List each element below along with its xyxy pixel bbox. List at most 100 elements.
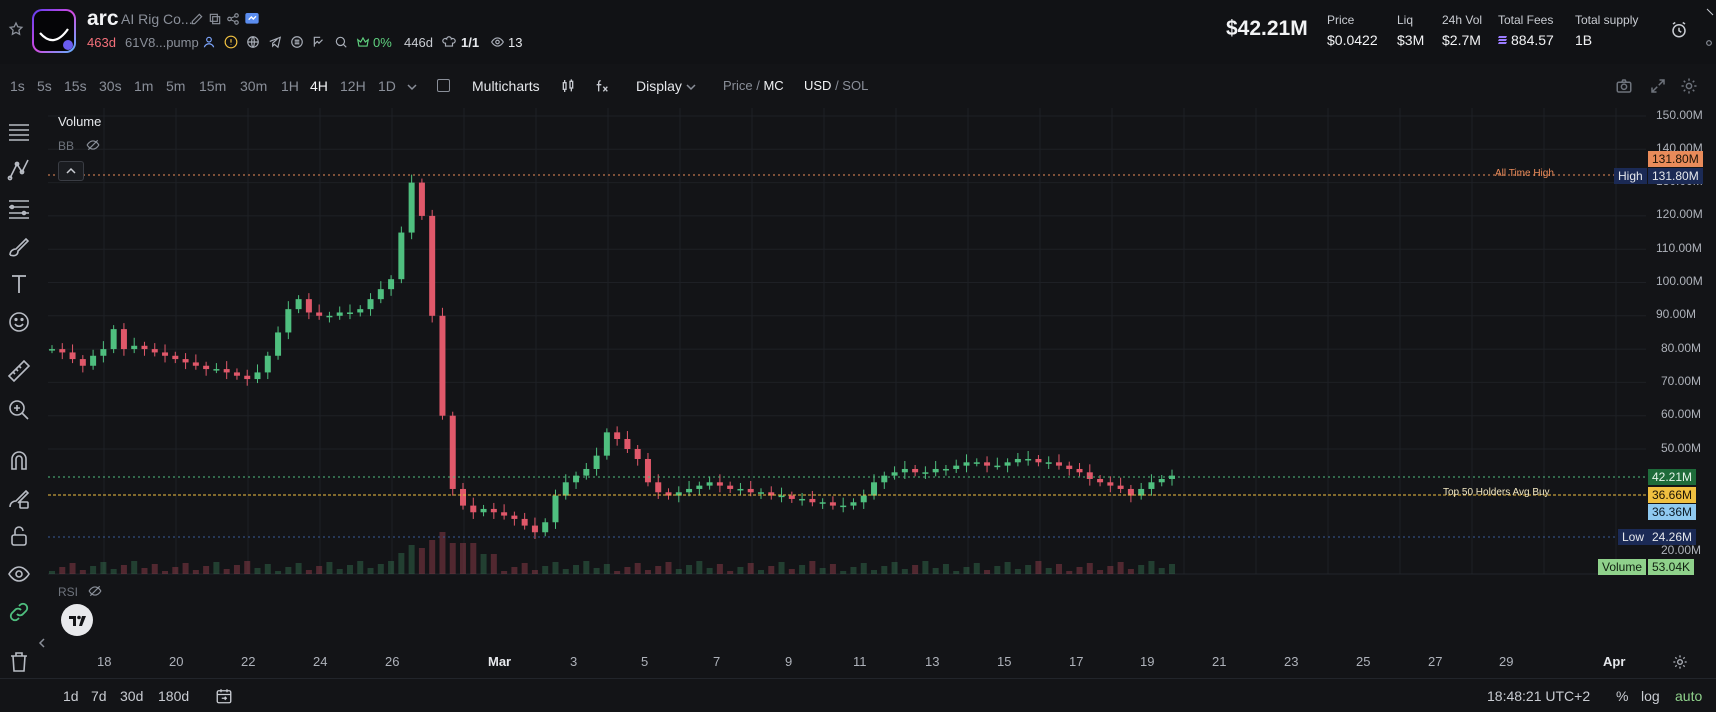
text-tool-icon[interactable] (7, 272, 31, 296)
unlock-icon[interactable] (7, 524, 31, 548)
warning-icon[interactable] (224, 35, 238, 49)
chat-icon[interactable] (244, 11, 260, 27)
candle-body (809, 498, 816, 503)
rsi-legend[interactable]: RSI (58, 585, 79, 599)
trendline-tool-icon[interactable] (7, 158, 31, 182)
volume-bar (49, 571, 55, 574)
multicharts-label[interactable]: Multicharts (472, 78, 540, 94)
sol-option[interactable]: SOL (842, 78, 869, 93)
collapse-legend-button[interactable] (58, 161, 84, 181)
timeframe-12h[interactable]: 12H (340, 78, 366, 94)
crosshair-lines-icon[interactable] (7, 120, 31, 144)
search-icon[interactable] (334, 35, 348, 49)
timeframe-30m[interactable]: 30m (240, 78, 268, 94)
candle-body (264, 355, 271, 373)
contract-address[interactable]: 61V8...pump (125, 35, 199, 50)
share-icon[interactable] (226, 12, 240, 26)
date-range-calendar-icon[interactable] (215, 687, 233, 705)
range-7d[interactable]: 7d (91, 688, 107, 704)
volume-bar (624, 567, 631, 574)
indicators-fx-icon[interactable] (593, 78, 611, 94)
candle-body (233, 372, 240, 376)
user-icon[interactable] (202, 35, 216, 49)
zoom-in-icon[interactable] (7, 398, 31, 422)
candle-body (490, 508, 497, 513)
date-axis-label: 25 (1356, 654, 1371, 669)
bb-hidden-eye-icon[interactable] (86, 139, 100, 151)
display-chevron-icon[interactable] (686, 82, 696, 92)
chevron-down-icon[interactable] (407, 82, 417, 92)
fullscreen-icon[interactable] (1649, 77, 1667, 95)
candle-body (655, 482, 662, 493)
volume-legend[interactable]: Volume (58, 114, 102, 129)
candle-body (49, 349, 55, 351)
timeframe-4h[interactable]: 4H (310, 78, 328, 94)
list-circle-icon[interactable] (290, 35, 304, 49)
tradingview-logo[interactable] (61, 604, 93, 636)
timeframe-1h[interactable]: 1H (281, 78, 299, 94)
alarm-icon[interactable] (1670, 21, 1688, 39)
usd-option[interactable]: USD (804, 78, 832, 93)
timeframe-30s[interactable]: 30s (99, 78, 122, 94)
range-180d[interactable]: 180d (158, 688, 190, 704)
draw-lock-icon[interactable] (7, 486, 31, 510)
fib-tool-icon[interactable] (7, 196, 31, 220)
favorite-star-icon[interactable] (8, 21, 24, 37)
close-icon[interactable] (1704, 6, 1716, 18)
price-option[interactable]: Price (723, 78, 753, 93)
collapse-toolbar-icon[interactable] (37, 636, 47, 650)
top-bar: arc AI Rig Co... 463d 61V8...pump 0% 446… (0, 0, 1716, 64)
telegram-icon[interactable] (268, 35, 282, 49)
volume-bar (603, 564, 610, 574)
chart-edit-icon[interactable] (312, 35, 326, 49)
volume-bar (254, 568, 261, 574)
price-axis-label: 70.00M (1661, 374, 1702, 388)
timeframe-1s[interactable]: 1s (10, 78, 25, 94)
timeframe-1m[interactable]: 1m (134, 78, 154, 94)
edit-icon[interactable] (190, 12, 204, 26)
timeframe-5m[interactable]: 5m (166, 78, 186, 94)
globe-icon[interactable] (246, 35, 260, 49)
axis-settings-icon[interactable] (1672, 654, 1688, 670)
candle-body (418, 182, 425, 216)
candle-body (963, 462, 970, 466)
timeframe-15m[interactable]: 15m (199, 78, 227, 94)
volume-bar (1086, 563, 1093, 574)
link-icon[interactable] (7, 600, 31, 624)
brush-tool-icon[interactable] (7, 234, 31, 258)
magnet-icon[interactable] (7, 448, 31, 472)
timeframe-15s[interactable]: 15s (64, 78, 87, 94)
mc-option[interactable]: MC (763, 78, 784, 93)
candles-icon[interactable] (559, 78, 577, 94)
auto-toggle[interactable]: auto (1675, 688, 1703, 704)
trash-icon[interactable] (7, 650, 31, 674)
volume-bar (737, 567, 744, 574)
rsi-hidden-eye-icon[interactable] (88, 585, 102, 597)
candle-body (614, 432, 621, 440)
currency-toggle[interactable]: USD / SOL (804, 78, 868, 93)
copy-icon[interactable] (208, 12, 222, 26)
price-mc-toggle[interactable]: Price / MC (723, 78, 784, 93)
volume-bar (213, 562, 220, 574)
volume-bar (819, 568, 826, 574)
range-1d[interactable]: 1d (63, 688, 79, 704)
volume-bar (1107, 566, 1114, 574)
emoji-tool-icon[interactable] (7, 310, 31, 334)
ruler-tool-icon[interactable] (7, 359, 31, 383)
percent-toggle[interactable]: % (1616, 688, 1629, 704)
timeframe-1d[interactable]: 1D (378, 78, 396, 94)
bb-legend[interactable]: BB (58, 139, 75, 153)
log-toggle[interactable]: log (1641, 688, 1660, 704)
camera-icon[interactable] (1615, 77, 1633, 95)
settings-gear-icon[interactable] (1702, 36, 1716, 50)
date-axis-label: 11 (853, 654, 867, 669)
secondary-price-tag: 36.36M (1648, 504, 1697, 520)
date-axis-label: 23 (1284, 654, 1299, 669)
multicharts-checkbox[interactable] (437, 79, 450, 92)
timeframe-5s[interactable]: 5s (37, 78, 52, 94)
range-30d[interactable]: 30d (120, 688, 144, 704)
chart-settings-icon[interactable] (1680, 77, 1698, 95)
display-dropdown[interactable]: Display (636, 78, 682, 94)
visibility-icon[interactable] (7, 562, 31, 586)
